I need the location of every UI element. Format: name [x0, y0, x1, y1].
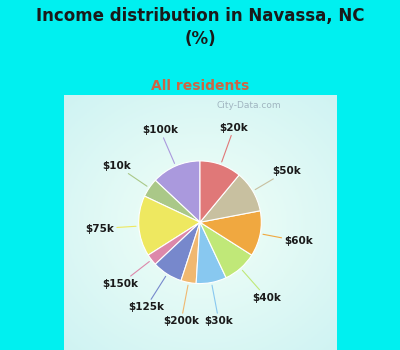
- Text: $125k: $125k: [128, 276, 166, 312]
- Text: $20k: $20k: [220, 123, 248, 162]
- Text: $30k: $30k: [204, 285, 233, 326]
- Text: $150k: $150k: [102, 261, 149, 289]
- Wedge shape: [144, 180, 200, 222]
- Text: $50k: $50k: [255, 166, 301, 190]
- Wedge shape: [148, 222, 200, 264]
- Text: $40k: $40k: [242, 270, 281, 303]
- Wedge shape: [139, 196, 200, 255]
- Wedge shape: [200, 222, 252, 278]
- Text: Income distribution in Navassa, NC
(%): Income distribution in Navassa, NC (%): [36, 7, 364, 48]
- Wedge shape: [200, 175, 260, 222]
- Wedge shape: [200, 161, 239, 222]
- Wedge shape: [181, 222, 200, 284]
- Wedge shape: [196, 222, 226, 284]
- Text: City-Data.com: City-Data.com: [216, 101, 281, 110]
- Wedge shape: [200, 211, 261, 255]
- Text: $200k: $200k: [163, 285, 199, 326]
- Text: All residents: All residents: [151, 79, 249, 93]
- Wedge shape: [155, 222, 200, 281]
- Text: $10k: $10k: [102, 161, 147, 186]
- Wedge shape: [155, 161, 200, 222]
- Text: $100k: $100k: [142, 125, 178, 163]
- Text: $60k: $60k: [263, 234, 313, 246]
- Text: $75k: $75k: [85, 224, 136, 233]
